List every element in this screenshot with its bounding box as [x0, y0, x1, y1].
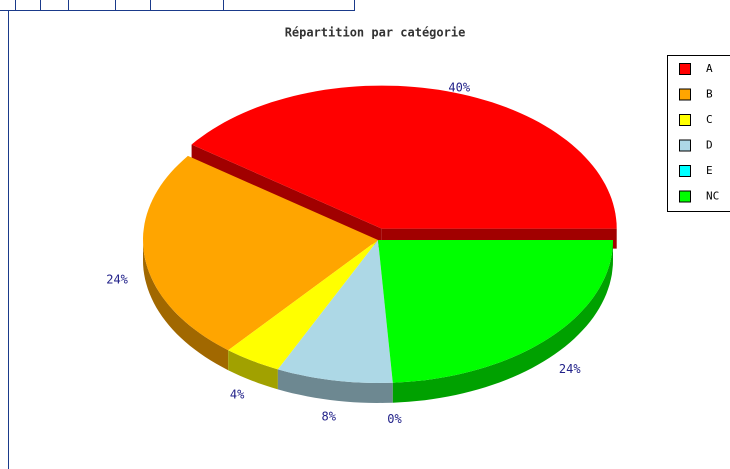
legend-swatch [679, 63, 691, 75]
slice-side [228, 350, 278, 390]
slice-tops [143, 155, 613, 383]
data-label: 40% [448, 80, 470, 94]
data-label: 24% [106, 273, 128, 287]
legend-label: A [706, 62, 713, 75]
slice-sides [143, 240, 613, 403]
data-label: 24% [559, 362, 581, 376]
frame [0, 0, 355, 469]
slice [277, 240, 393, 383]
slice-side [392, 240, 613, 403]
legend-swatch [679, 190, 691, 203]
legend-swatch [679, 88, 691, 101]
slice [143, 155, 378, 351]
data-label: 0% [387, 412, 402, 426]
legend-swatch [679, 114, 691, 126]
slice [191, 85, 617, 229]
legend-box [667, 55, 730, 212]
legend-swatch [679, 165, 691, 177]
chart-title: Répartition par catégorie [285, 26, 466, 40]
data-label: 8% [321, 410, 336, 424]
slice-side [277, 369, 393, 403]
slice [378, 240, 613, 383]
data-label: 4% [230, 388, 245, 402]
slice-side [143, 240, 229, 371]
legend-label: D [706, 139, 713, 152]
slice [228, 240, 378, 370]
legend-swatch [679, 139, 691, 152]
legend-label: E [706, 164, 713, 177]
legend-label: B [706, 88, 713, 101]
legend-label: C [706, 113, 713, 126]
legend-label: NC [706, 190, 719, 203]
